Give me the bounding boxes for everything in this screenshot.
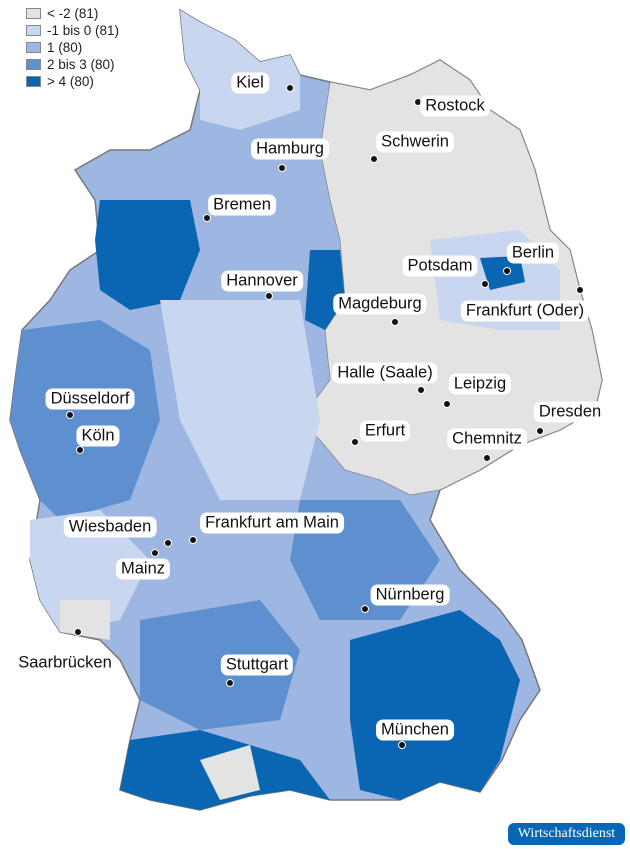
legend-swatch	[26, 59, 41, 70]
legend-item: 1 (80)	[26, 39, 119, 56]
city-label: Hamburg	[251, 138, 329, 160]
city-label: Frankfurt am Main	[200, 512, 344, 534]
legend-label: < -2 (81)	[47, 6, 99, 21]
city-marker	[278, 164, 286, 172]
city-marker	[361, 605, 369, 613]
region-south-grey	[200, 745, 260, 800]
city-marker	[226, 679, 234, 687]
city-label: Potsdam	[402, 255, 478, 277]
city-label: Bremen	[208, 194, 276, 216]
city-marker	[391, 318, 399, 326]
city-label: Kiel	[231, 72, 269, 94]
city-markers	[66, 84, 584, 749]
city-marker	[286, 84, 294, 92]
region-saar	[60, 600, 110, 640]
legend-swatch	[26, 8, 41, 19]
legend-item: -1 bis 0 (81)	[26, 22, 119, 39]
city-label: Stuttgart	[220, 654, 294, 676]
city-label: Halle (Saale)	[332, 362, 438, 384]
source-badge: Wirtschaftsdienst	[508, 823, 625, 845]
city-label: München	[376, 719, 454, 741]
region-south-bavaria	[350, 610, 520, 800]
city-marker	[265, 292, 273, 300]
legend-swatch	[26, 25, 41, 36]
region-northwest	[95, 200, 200, 310]
city-marker	[164, 539, 172, 547]
city-label: Mainz	[115, 558, 171, 580]
city-marker	[576, 286, 584, 294]
legend-label: 1 (80)	[47, 40, 83, 55]
city-label: Rostock	[420, 95, 490, 117]
legend-label: -1 bis 0 (81)	[47, 23, 120, 38]
region-mid-bw	[140, 600, 300, 730]
city-marker	[483, 454, 491, 462]
city-marker	[503, 267, 511, 275]
legend-swatch	[26, 42, 41, 53]
city-marker	[351, 438, 359, 446]
city-marker	[536, 427, 544, 435]
city-marker	[398, 741, 406, 749]
legend-item: 2 bis 3 (80)	[26, 56, 119, 73]
city-label: Leipzig	[448, 373, 512, 395]
city-marker	[481, 280, 489, 288]
city-marker	[370, 155, 378, 163]
region-central	[160, 300, 320, 500]
city-marker	[189, 536, 197, 544]
city-marker	[66, 411, 74, 419]
city-label: Saarbrücken	[18, 653, 112, 672]
city-label: Magdeburg	[333, 293, 427, 315]
city-label: Hannover	[221, 270, 303, 292]
legend-label: > 4 (80)	[47, 74, 94, 89]
city-marker	[417, 386, 425, 394]
legend-label: 2 bis 3 (80)	[47, 57, 115, 72]
city-label: Erfurt	[359, 420, 411, 442]
city-marker	[203, 214, 211, 222]
city-marker	[151, 549, 159, 557]
legend-item: > 4 (80)	[26, 73, 119, 90]
region-berlin	[480, 256, 525, 290]
city-label: Köln	[76, 425, 120, 447]
city-label: Wiesbaden	[63, 516, 157, 538]
city-label: Dresden	[533, 401, 607, 423]
city-marker	[74, 628, 82, 636]
region-west	[10, 320, 160, 520]
city-label: Schwerin	[376, 131, 454, 153]
city-marker	[76, 446, 84, 454]
city-marker	[443, 400, 451, 408]
city-label: Frankfurt (Oder)	[460, 300, 590, 322]
city-label: Nürnberg	[370, 584, 450, 606]
legend-swatch	[26, 76, 41, 87]
city-label: Berlin	[506, 242, 560, 264]
region-kiel-light	[180, 10, 300, 130]
legend-item: < -2 (81)	[26, 5, 119, 22]
city-label: Chemnitz	[447, 428, 527, 450]
legend: < -2 (81) -1 bis 0 (81) 1 (80) 2 bis 3 (…	[26, 5, 119, 90]
city-label: Düsseldorf	[45, 388, 135, 410]
